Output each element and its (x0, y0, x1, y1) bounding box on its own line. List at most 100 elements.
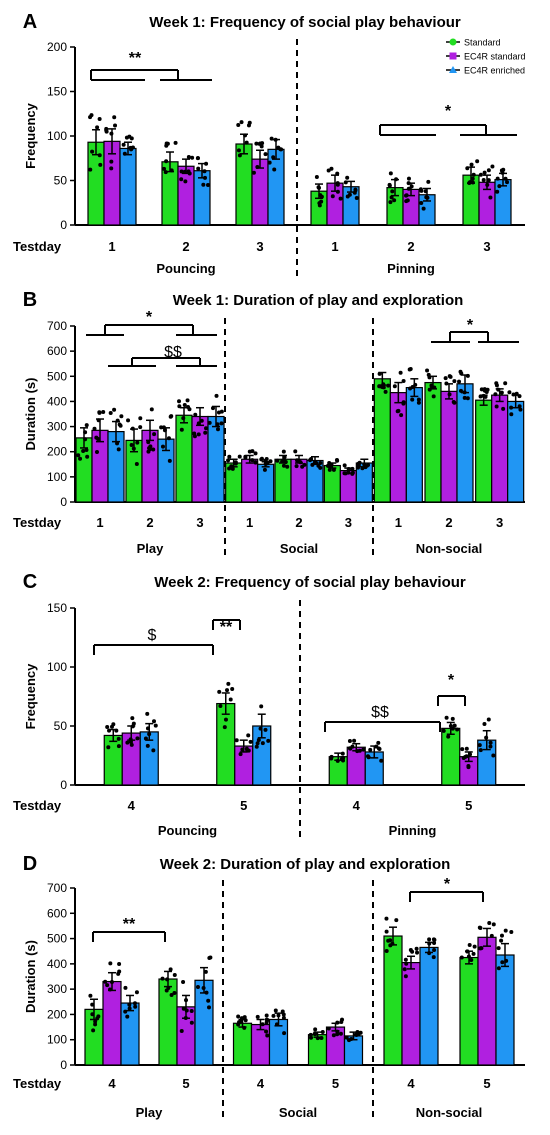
data-point (115, 418, 120, 423)
data-point (310, 462, 315, 467)
data-point (384, 948, 389, 953)
data-point (225, 688, 230, 693)
data-point (425, 368, 430, 373)
data-point (352, 190, 357, 195)
data-point (329, 462, 334, 467)
data-point (486, 717, 491, 722)
y-tick-label: 150 (47, 601, 67, 615)
data-point (179, 427, 184, 432)
data-point (457, 379, 462, 384)
data-point (195, 156, 200, 161)
data-point (173, 140, 178, 145)
data-point (388, 171, 393, 176)
data-point (419, 201, 424, 206)
bar (440, 390, 458, 503)
data-point (203, 430, 208, 435)
data-point (91, 1028, 96, 1033)
significance-label: * (146, 309, 153, 326)
data-point (90, 1002, 95, 1007)
data-point (236, 1022, 241, 1027)
data-point (134, 462, 139, 467)
data-point (308, 458, 313, 463)
data-point (117, 969, 122, 974)
data-point (236, 1014, 241, 1019)
data-point (269, 136, 274, 141)
data-point (199, 418, 204, 423)
data-point (239, 120, 244, 125)
data-point (179, 177, 184, 182)
data-point (509, 405, 514, 410)
data-point (163, 170, 168, 175)
data-point (387, 182, 392, 187)
data-point (381, 385, 386, 390)
data-point (90, 149, 95, 154)
data-point (427, 387, 432, 392)
data-point (244, 746, 249, 751)
bar (216, 702, 236, 786)
data-point (347, 746, 352, 751)
data-point (262, 467, 267, 472)
y-tick-label: 200 (47, 40, 67, 54)
data-point (517, 404, 522, 409)
data-point (345, 175, 350, 180)
y-tick-label: 300 (47, 982, 67, 996)
data-point (481, 178, 486, 183)
significance-label: $$ (371, 704, 389, 721)
y-tick-label: 100 (47, 660, 67, 674)
data-point (464, 746, 469, 751)
group-label: Pinning (389, 823, 437, 838)
data-point (216, 410, 221, 415)
data-point (496, 387, 501, 392)
significance-label: * (448, 672, 455, 689)
data-point (117, 422, 122, 427)
data-point (130, 426, 135, 431)
bar (405, 387, 423, 503)
x-tick-label: 4 (257, 1076, 265, 1091)
data-point (394, 918, 399, 923)
data-point (350, 470, 355, 475)
y-tick-label: 0 (60, 495, 67, 509)
data-point (444, 381, 449, 386)
bar (232, 1022, 253, 1066)
data-point (84, 423, 89, 428)
data-point (76, 453, 81, 458)
data-point (500, 960, 505, 965)
data-point (399, 413, 404, 418)
x-tick-label: 1 (331, 239, 338, 254)
bar (507, 400, 525, 503)
data-point (151, 748, 156, 753)
data-point (218, 704, 223, 709)
significance-label: * (467, 317, 474, 334)
data-point (486, 178, 491, 183)
data-point (123, 1009, 128, 1014)
data-point (105, 983, 110, 988)
data-point (227, 454, 232, 459)
data-point (448, 723, 453, 728)
data-point (499, 933, 504, 938)
bar (477, 936, 497, 1066)
data-point (390, 941, 395, 946)
data-point (402, 967, 407, 972)
chart-title: Week 1: Duration of play and exploration (173, 292, 464, 309)
data-point (78, 456, 83, 461)
data-point (426, 179, 431, 184)
data-point (129, 442, 134, 447)
chart-title: Week 2: Frequency of social play behavio… (154, 574, 466, 591)
data-point (377, 747, 382, 752)
bar (456, 383, 474, 503)
data-point (331, 1033, 336, 1038)
data-point (96, 418, 101, 423)
data-point (214, 393, 219, 398)
data-point (389, 195, 394, 200)
data-point (478, 172, 483, 177)
data-point (342, 471, 347, 476)
y-tick-label: 0 (60, 218, 67, 232)
data-point (338, 1031, 343, 1036)
x-tick-label: 5 (182, 1076, 189, 1091)
x-tick-label: 3 (256, 239, 263, 254)
y-tick-label: 50 (54, 174, 68, 188)
data-point (93, 1019, 98, 1024)
x-tick-label: 3 (483, 239, 490, 254)
data-point (471, 172, 476, 177)
data-point (354, 1032, 359, 1037)
